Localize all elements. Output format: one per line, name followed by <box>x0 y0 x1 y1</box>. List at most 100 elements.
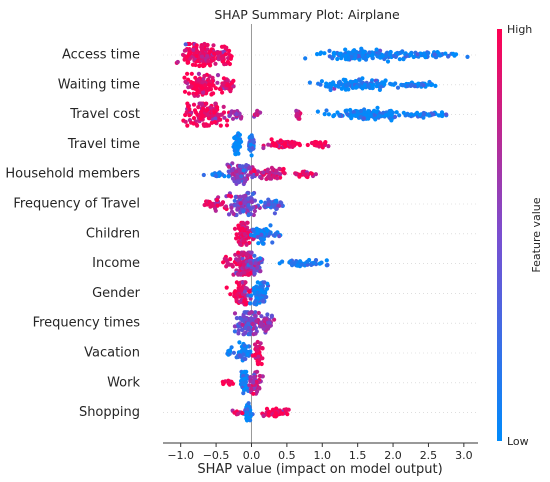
shap-point <box>237 138 242 143</box>
shap-point <box>250 135 255 140</box>
shap-point <box>345 112 350 117</box>
shap-point <box>246 415 251 420</box>
feature-label: Waiting time <box>58 77 140 92</box>
shap-point <box>241 209 246 214</box>
shap-point <box>331 50 337 55</box>
shap-point <box>205 86 210 91</box>
shap-point <box>324 81 329 86</box>
shap-point <box>375 105 380 110</box>
shap-point <box>241 262 246 267</box>
shap-point <box>227 113 232 118</box>
shap-point <box>249 250 254 255</box>
shap-point <box>235 292 240 297</box>
shap-point <box>231 176 236 181</box>
shap-point <box>236 180 241 185</box>
shap-point <box>184 110 189 115</box>
x-tick-label: 1.5 <box>349 449 367 462</box>
shap-point <box>226 174 231 179</box>
shap-point <box>240 256 245 261</box>
shap-point <box>269 137 274 142</box>
shap-point <box>243 285 248 291</box>
shap-point <box>258 256 263 261</box>
shap-point <box>202 83 207 88</box>
shap-point <box>443 51 448 56</box>
shap-point <box>315 52 320 57</box>
shap-point <box>240 226 245 231</box>
shap-point <box>211 91 216 96</box>
shap-point <box>182 89 188 94</box>
shap-point <box>246 321 251 326</box>
shap-point <box>215 80 220 85</box>
shap-point <box>409 112 414 117</box>
shap-point <box>201 172 206 178</box>
shap-point <box>370 53 375 58</box>
shap-point <box>388 108 394 113</box>
shap-point <box>225 78 230 83</box>
shap-point <box>240 164 245 169</box>
shap-point <box>245 220 250 225</box>
shap-point <box>267 321 272 326</box>
shap-point <box>234 236 239 241</box>
shap-point <box>339 56 344 61</box>
shap-point <box>191 116 197 121</box>
shap-point <box>393 81 398 86</box>
shap-point <box>397 113 402 118</box>
shap-point <box>246 401 251 406</box>
shap-point <box>193 75 198 80</box>
shap-point <box>183 42 188 47</box>
shap-point <box>266 202 271 207</box>
feature-label: Household members <box>5 167 140 182</box>
shap-point <box>389 118 394 123</box>
shap-point <box>253 261 258 266</box>
shap-point <box>231 84 236 89</box>
shap-point <box>250 322 255 327</box>
shap-point <box>454 52 459 57</box>
shap-point <box>248 301 253 306</box>
shap-point <box>259 314 264 319</box>
shap-point <box>251 380 256 385</box>
shap-point <box>427 113 432 118</box>
shap-point <box>267 176 272 181</box>
shap-point <box>250 227 255 232</box>
shap-point <box>233 141 238 146</box>
shap-point <box>305 262 310 267</box>
shap-point <box>256 310 261 316</box>
shap-point <box>465 54 470 60</box>
shap-point <box>201 90 206 95</box>
shap-point <box>261 413 266 419</box>
shap-point <box>232 311 238 316</box>
x-tick-label: 2.0 <box>384 449 402 462</box>
shap-point <box>278 172 283 177</box>
shap-point <box>258 236 263 241</box>
shap-point <box>232 410 237 415</box>
shap-point <box>397 50 403 56</box>
feature-label: Frequency of Travel <box>13 197 140 212</box>
shap-point <box>322 51 327 56</box>
shap-point <box>232 329 237 334</box>
shap-point <box>361 116 366 121</box>
feature-label: Travel cost <box>69 107 140 122</box>
shap-point <box>297 143 302 148</box>
shap-point <box>234 169 239 174</box>
shap-point <box>234 280 239 285</box>
shap-point <box>226 212 232 217</box>
shap-point <box>240 252 245 257</box>
shap-point <box>259 361 264 367</box>
feature-label: Children <box>86 226 140 241</box>
shap-point <box>375 54 380 59</box>
colorbar-low-label: Low <box>507 435 529 448</box>
shap-point <box>232 226 238 231</box>
shap-point <box>382 56 387 62</box>
shap-point <box>324 258 329 263</box>
shap-point <box>240 411 245 416</box>
shap-point <box>185 123 190 128</box>
shap-point <box>392 114 398 119</box>
shap-point <box>228 380 233 385</box>
shap-point <box>211 43 216 48</box>
shap-point <box>234 297 239 302</box>
shap-point <box>325 262 330 268</box>
shap-point <box>226 164 231 169</box>
shap-point <box>236 250 241 255</box>
shap-point <box>279 200 284 206</box>
shap-point <box>351 49 356 54</box>
